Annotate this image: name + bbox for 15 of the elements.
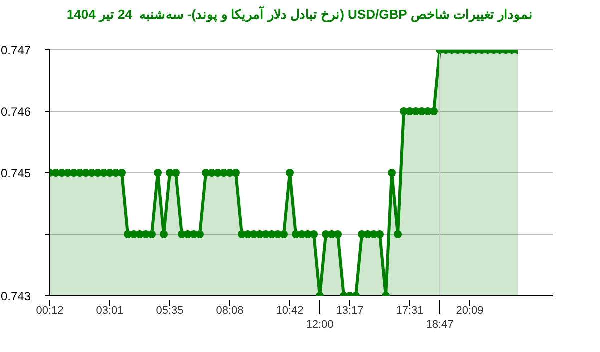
y-tick-label: 0.746 [1,104,32,119]
x-tick-label: 08:08 [216,305,244,317]
y-tick-label: 0.743 [1,289,32,304]
x-tick-label: 00:12 [36,305,64,317]
x-tick-label: 03:01 [96,305,124,317]
x-tick-label: 10:42 [276,305,304,317]
x-tick-label: 20:09 [456,305,484,317]
x-tick-label: 13:17 [336,305,364,317]
x-tick-label: 05:35 [156,305,184,317]
y-tick-label: 0.745 [1,166,32,180]
x-tick-label: 17:31 [396,305,424,317]
chart-title: نمودار تغییرات شاخص USD/GBP (نرخ تبادل دلار آمریکا و پوند)- سه‌شنبه 24 تیر 1404 [66,7,534,22]
y-tick-label: 0.747 [1,43,32,58]
x-tick-label: 12:00 [306,319,334,331]
x-tick-label: 18:47 [426,319,454,331]
